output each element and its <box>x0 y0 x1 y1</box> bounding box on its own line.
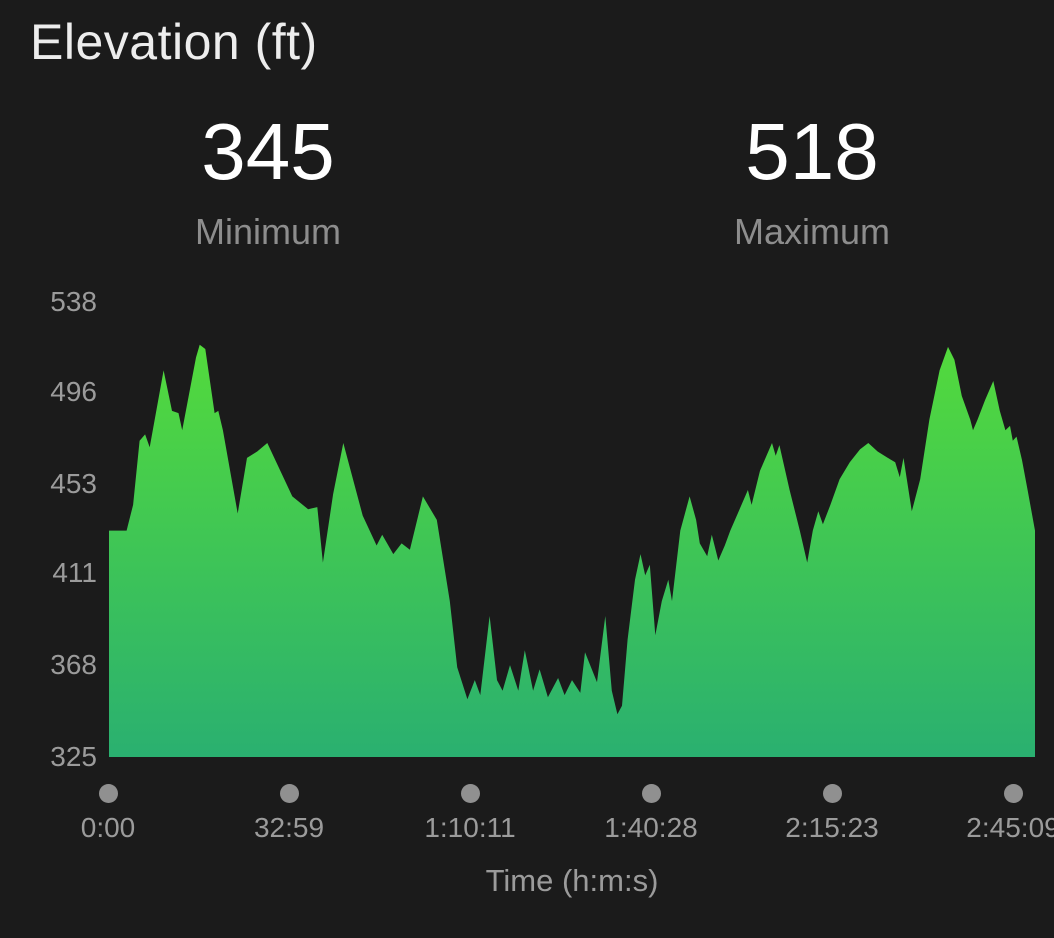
x-axis-title: Time (h:m:s) <box>485 863 659 898</box>
x-axis-tick-dot <box>279 783 299 803</box>
x-axis-tick-dot <box>460 783 480 803</box>
x-axis-tick-label: 32:59 <box>253 812 325 843</box>
y-axis-tick-label: 453 <box>50 467 97 499</box>
x-axis-tick-label: 1:10:11 <box>424 812 516 843</box>
y-axis-tick-label: 325 <box>50 741 97 772</box>
max-elevation-label: Maximum <box>733 211 891 252</box>
x-axis-tick-label: 2:45:09 <box>966 812 1054 843</box>
x-axis-tick-label: 2:15:23 <box>785 812 879 843</box>
x-axis-tick-label: 1:40:28 <box>604 812 698 843</box>
x-axis-tick-dot <box>822 783 842 803</box>
x-axis-tick-label: 0:00 <box>80 812 136 843</box>
y-axis-tick-label: 368 <box>50 649 97 681</box>
y-axis-tick-label: 496 <box>50 375 97 407</box>
y-axis-tick-label: 411 <box>52 557 97 589</box>
x-axis-tick-dot <box>98 783 118 803</box>
y-axis-tick-label: 538 <box>50 286 97 317</box>
min-elevation-label: Minimum <box>194 211 342 252</box>
x-axis-tick-dot <box>641 783 661 803</box>
max-elevation-value: 518 <box>745 107 879 196</box>
x-axis-tick-dot <box>1003 783 1023 803</box>
elevation-area-fill <box>109 344 1035 757</box>
min-elevation-value: 345 <box>201 107 335 196</box>
page-title: Elevation (ft) <box>30 14 318 70</box>
elevation-area-chart[interactable] <box>109 302 1035 757</box>
